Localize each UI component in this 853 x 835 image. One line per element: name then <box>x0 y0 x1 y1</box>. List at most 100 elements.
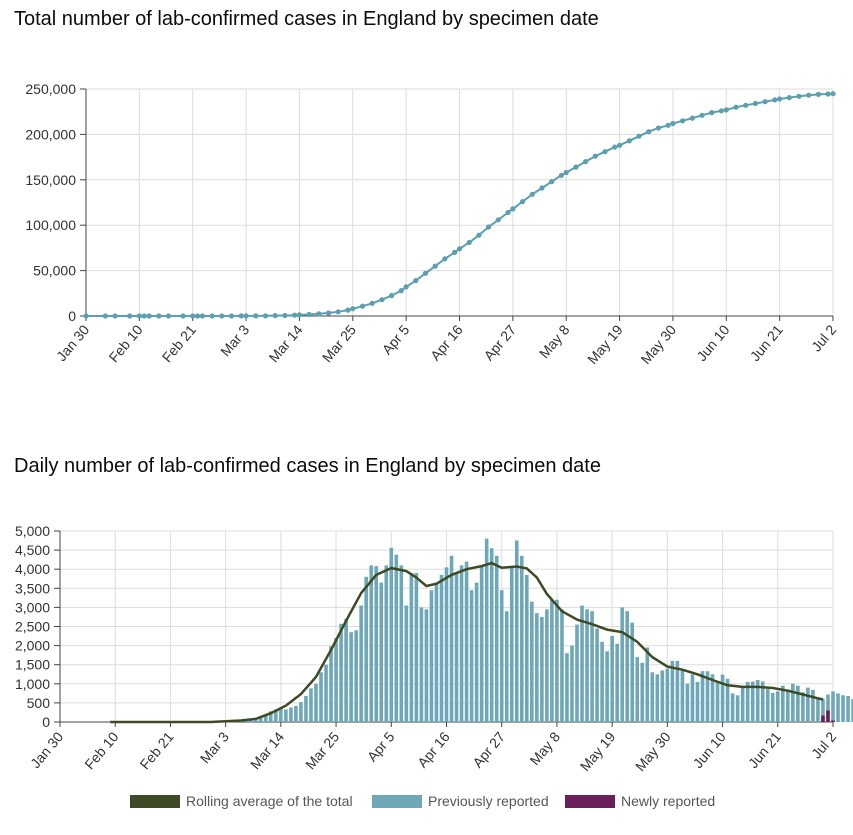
previously-reported-bar <box>369 565 374 722</box>
cumulative-data-point <box>379 297 385 303</box>
newly-reported-bar <box>831 720 835 722</box>
cumulative-data-point <box>83 313 89 319</box>
cumulative-data-point <box>592 153 598 159</box>
cumulative-data-point <box>743 102 749 108</box>
previously-reported-bar <box>379 582 384 722</box>
previously-reported-bar <box>775 691 780 722</box>
previously-reported-bar <box>364 576 368 722</box>
cumulative-data-point <box>325 310 332 316</box>
x-tick-label: Jun 21 <box>745 728 784 771</box>
x-tick-label: Mar 25 <box>302 728 342 772</box>
previously-reported-bar <box>831 691 835 722</box>
cumulative-data-point <box>752 100 759 107</box>
previously-reported-bar <box>695 681 700 722</box>
cumulative-data-point <box>219 313 225 319</box>
previously-reported-bar <box>755 680 760 722</box>
cumulative-data-point <box>165 313 172 319</box>
previously-reported-bar <box>735 695 740 722</box>
legend-label-newly: Newly reported <box>621 793 715 809</box>
previously-reported-bar <box>504 611 509 722</box>
cumulative-data-point <box>209 313 215 319</box>
previously-reported-bar <box>765 689 770 722</box>
y-tick-label: 100,000 <box>25 217 76 233</box>
y-tick-label: 150,000 <box>25 172 76 188</box>
y-tick-label: 200,000 <box>25 126 76 142</box>
x-tick-label: Apr 16 <box>414 728 453 770</box>
previously-reported-bar <box>349 632 353 722</box>
previously-reported-bar <box>489 548 494 722</box>
cumulative-data-point <box>636 133 642 139</box>
y-tick-label: 3,500 <box>15 580 50 596</box>
x-tick-label: May 19 <box>577 728 619 774</box>
x-tick-label: May 30 <box>632 728 674 774</box>
previously-reported-bar <box>650 672 655 722</box>
cumulative-data-point <box>112 313 118 319</box>
y-tick-label: 0 <box>42 714 50 730</box>
newly-reported-bar <box>826 710 830 722</box>
previously-reported-bar <box>494 555 499 722</box>
cumulative-data-point <box>190 313 196 319</box>
y-tick-label: 1,500 <box>15 657 50 673</box>
previously-reported-bar <box>414 573 419 722</box>
x-tick-label: Apr 5 <box>364 728 398 764</box>
cumulative-data-point <box>733 104 739 110</box>
x-tick-label: May 8 <box>526 728 563 768</box>
previously-reported-bar <box>635 657 640 722</box>
cumulative-data-point <box>442 256 448 262</box>
previously-reported-bar <box>274 709 278 722</box>
cumulative-data-point <box>539 185 545 191</box>
previously-reported-bar <box>786 689 790 722</box>
previously-reported-bar <box>700 671 705 722</box>
cumulative-data-point <box>777 96 783 102</box>
previously-reported-bar <box>545 609 549 722</box>
previously-reported-bar <box>740 687 745 722</box>
cumulative-data-point <box>127 313 133 319</box>
previously-reported-bar <box>339 623 343 722</box>
previously-reported-bar <box>760 681 765 722</box>
previously-reported-bar <box>479 565 484 722</box>
previously-reported-bar <box>319 672 323 722</box>
previously-reported-bar <box>826 694 830 722</box>
cumulative-data-point <box>238 313 244 319</box>
y-tick-label: 4,500 <box>15 542 50 558</box>
cumulative-data-point <box>282 312 288 319</box>
previously-reported-bar <box>625 611 629 722</box>
cumulative-data-point <box>262 313 269 319</box>
x-tick-label: Mar 14 <box>247 728 287 772</box>
previously-reported-bar <box>791 683 795 722</box>
chart2-title: Daily number of lab-confirmed cases in E… <box>14 455 601 477</box>
cumulative-data-point <box>670 120 676 127</box>
previously-reported-bar <box>314 683 318 722</box>
previously-reported-bar <box>434 582 439 722</box>
cumulative-data-point <box>626 138 632 144</box>
previously-reported-bar <box>284 709 288 722</box>
previously-reported-bar <box>484 538 489 722</box>
cumulative-data-point <box>510 206 516 212</box>
previously-reported-bar <box>816 697 820 722</box>
cumulative-data-point <box>398 288 404 294</box>
rolling-average-line <box>110 561 824 724</box>
y-tick-label: 500 <box>27 695 51 711</box>
cumulative-data-point <box>549 179 555 185</box>
cumulative-data-point <box>786 95 792 101</box>
previously-reported-bar <box>620 607 624 722</box>
cumulative-data-point <box>762 99 768 105</box>
cumulative-data-point <box>369 300 375 306</box>
previously-reported-bar <box>745 681 750 722</box>
cumulative-data-point <box>466 239 472 246</box>
cumulative-data-point <box>345 307 351 313</box>
cumulative-data-point <box>243 313 249 319</box>
previously-reported-bar <box>690 674 695 723</box>
previously-reported-bar <box>685 683 690 722</box>
cumulative-data-point <box>199 313 205 319</box>
y-tick-label: 2,000 <box>15 638 50 654</box>
cumulative-data-point <box>520 199 526 205</box>
previously-reported-bar <box>269 711 273 722</box>
chart1-title: Total number of lab-confirmed cases in E… <box>14 8 599 30</box>
previously-reported-bar <box>725 678 730 722</box>
previously-reported-bar <box>660 670 665 722</box>
previously-reported-bar <box>781 685 785 722</box>
previously-reported-bar <box>600 641 604 722</box>
cumulative-data-point <box>583 159 589 165</box>
previously-reported-bar <box>655 674 660 723</box>
